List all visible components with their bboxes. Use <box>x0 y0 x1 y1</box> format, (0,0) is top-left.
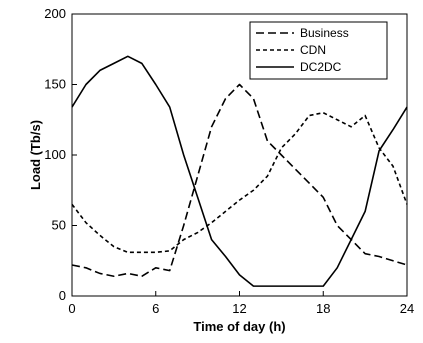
y-axis-label: Load (Tb/s) <box>28 120 43 190</box>
x-tick-label: 12 <box>232 301 246 316</box>
x-tick-label: 6 <box>152 301 159 316</box>
legend-label: CDN <box>300 43 326 57</box>
x-tick-label: 0 <box>68 301 75 316</box>
x-tick-label: 18 <box>316 301 330 316</box>
series-line-cdn <box>71 111 408 254</box>
series-line-business <box>71 83 408 278</box>
y-tick-label: 200 <box>44 6 66 21</box>
y-tick-label: 50 <box>52 218 66 233</box>
x-axis-label: Time of day (h) <box>193 319 285 334</box>
series-line-dc2dc <box>71 55 408 287</box>
y-tick-label: 100 <box>44 147 66 162</box>
series-lines <box>71 55 408 287</box>
legend-label: Business <box>300 26 349 40</box>
y-tick-label: 0 <box>59 288 66 303</box>
axes: 0 6 12 18 24 0 50 100 150 200 <box>44 6 414 316</box>
x-tick-label: 24 <box>400 301 414 316</box>
legend: Business CDN DC2DC <box>249 21 388 80</box>
y-tick-label: 150 <box>44 77 66 92</box>
legend-label: DC2DC <box>300 60 342 74</box>
